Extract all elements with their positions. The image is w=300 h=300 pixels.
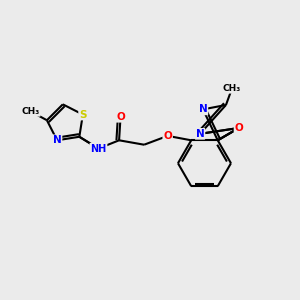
Text: O: O (163, 131, 172, 141)
Text: N: N (196, 129, 204, 139)
Text: N: N (199, 104, 207, 114)
Text: CH₃: CH₃ (22, 107, 40, 116)
Text: N: N (53, 135, 62, 145)
Text: CH₃: CH₃ (223, 84, 241, 93)
Text: S: S (79, 110, 87, 119)
Text: O: O (116, 112, 125, 122)
Text: O: O (235, 123, 243, 133)
Text: NH: NH (90, 143, 106, 154)
